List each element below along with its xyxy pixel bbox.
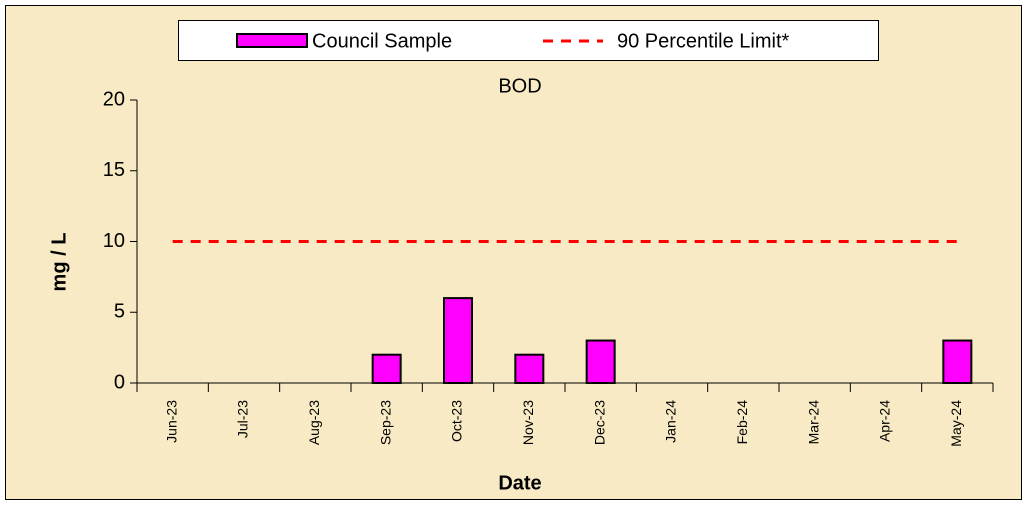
y-tick-label: 10 [103,230,125,252]
y-tick-label: 0 [114,371,125,393]
legend-swatch [236,33,308,48]
x-tick-label: Apr-24 [877,400,893,442]
bar [942,339,973,384]
bar [585,339,616,384]
y-axis-label: mg / L [48,233,70,292]
bar [371,353,402,385]
y-tick-label: 5 [114,301,125,323]
x-axis-label: Date [498,472,541,494]
y-tick-label: 15 [103,159,125,181]
x-tick-label: Jun-23 [163,400,179,443]
x-tick-label: Sep-23 [377,400,393,445]
x-tick-label: Feb-24 [734,400,750,445]
bar [514,353,545,385]
x-tick-label: Dec-23 [591,400,607,445]
x-tick-label: Jan-24 [663,400,679,443]
x-tick-label: Jul-23 [235,400,251,438]
legend-label: 90 Percentile Limit* [617,30,790,52]
x-tick-label: May-24 [948,400,964,447]
x-tick-label: Nov-23 [520,400,536,445]
y-tick-label: 20 [103,88,125,110]
x-tick-label: Aug-23 [306,400,322,445]
legend-label: Council Sample [312,30,452,52]
x-tick-label: Mar-24 [805,400,821,445]
x-tick-label: Oct-23 [449,400,465,442]
bar [443,297,473,385]
chart-title: BOD [498,75,541,97]
chart-frame [5,5,1022,500]
